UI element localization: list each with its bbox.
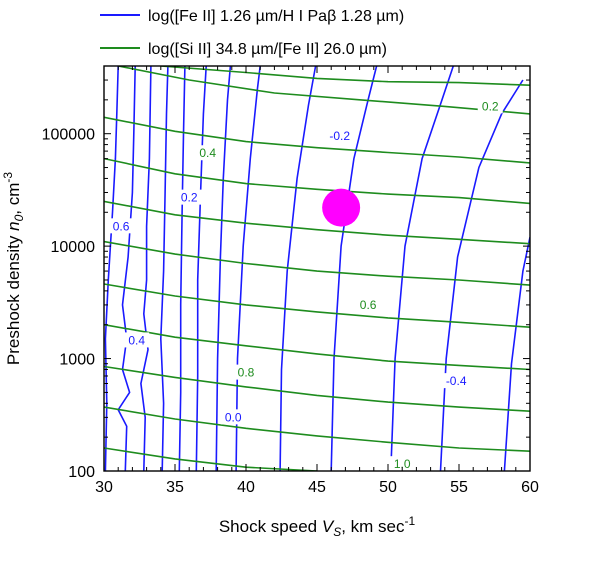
green-contour-label-3: 0.6 [360,298,377,312]
feii-contour-line-12 [439,79,524,471]
feii-contour-line-10 [330,66,378,471]
x-tick-label-2: 35 [166,479,184,496]
highlight-marker [322,188,361,227]
blue-contour-label-3: 0.2 [181,191,198,205]
x-axis-title: Shock speed VS, km sec-1 [219,514,416,539]
green-contour-label-1: 0.2 [482,99,499,113]
legend-label-1: log([Fe II] 1.26 µm/H I Paβ 1.28 µm) [148,8,404,25]
x-tick-label-1: 30 [95,479,113,496]
feii-contour-line-11 [390,66,455,471]
plot-area: 0.6 0.4 0.2 0.0 -0.2 -0.4 0.2 0.4 0.6 0.8 1.0 [104,66,530,472]
feii-contour-line-4 [159,66,169,471]
x-tick-label-4: 45 [308,479,326,496]
feii-contour-line-1 [104,66,119,471]
siii-contour-line-11 [104,447,318,471]
feii-contour-line-9 [279,66,317,471]
feii-contour-line-13 [503,237,530,471]
x-tick-label-6: 55 [450,479,468,496]
green-contour-label-4: 0.8 [238,366,255,380]
green-contour-label-5: 1.0 [394,457,411,471]
blue-contour-label-5: -0.2 [329,129,350,143]
legend-label-2: log([Si II] 34.8 µm/[Fe II] 26.0 µm) [148,41,387,58]
siii-contour-line-8 [104,323,530,371]
feii-contour-line-7 [215,66,232,471]
siii-contour-line-5 [104,200,530,245]
y-axis-title: Preshock density n0, cm-3 [1,172,26,365]
blue-contour-label-4: 0.0 [225,410,242,424]
blue-contour-label-6: -0.4 [446,374,467,388]
siii-contour-line-9 [104,365,530,412]
siii-contour-line-7 [104,283,530,328]
legend: log([Fe II] 1.26 µm/H I Paβ 1.28 µm) log(… [100,8,404,58]
green-contour-label-2: 0.4 [199,146,216,160]
y-tick-label-2: 1000 [59,352,95,369]
siii-contour-line-10 [104,406,530,452]
axes: 30 35 40 45 50 55 60 100 1000 10000 100000 Shock sp… [1,65,539,539]
feii-contour-line-6 [195,66,207,471]
y-tick-label-3: 10000 [51,239,96,256]
siii-contour-line-1 [160,66,530,86]
y-tick-label-1: 100 [68,464,95,481]
feii-contour-line-3 [140,66,152,471]
x-tick-label-7: 60 [521,479,539,496]
blue-contour-label-1: 0.6 [113,219,130,233]
x-tick-label-5: 50 [379,479,397,496]
x-tick-label-3: 40 [237,479,255,496]
siii-contour-line-2 [118,66,530,115]
plot-frame [103,65,531,472]
y-tick-label-4: 100000 [42,127,95,144]
siii-contour-line-6 [104,240,530,286]
feii-contour-line-5 [178,66,186,471]
siii-contour-line-3 [104,116,530,164]
blue-contour-label-2: 0.4 [128,333,145,347]
siii-contour-line-4 [104,157,530,205]
